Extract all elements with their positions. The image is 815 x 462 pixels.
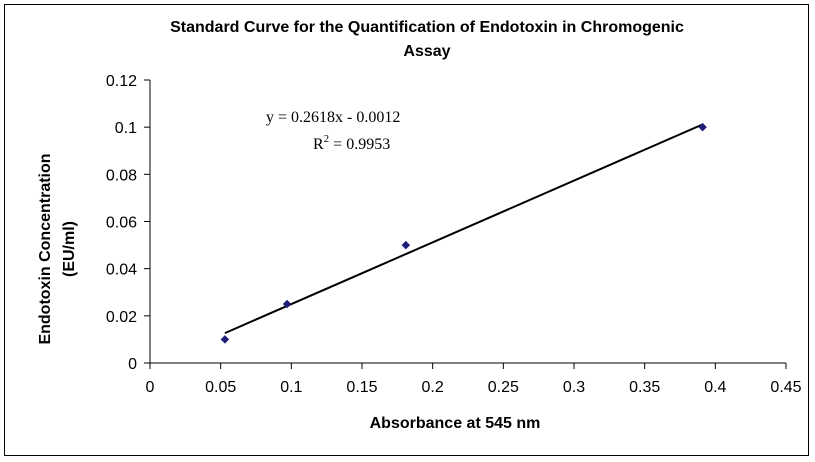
y-tick-label: 0.1 — [115, 120, 137, 137]
trendline-r2: R2 = 0.9953 — [313, 133, 390, 153]
x-tick-label: 0.4 — [704, 379, 726, 396]
y-tick-label: 0.08 — [106, 167, 137, 184]
x-tick-label: 0.3 — [563, 379, 585, 396]
y-tick-label: 0 — [128, 356, 137, 373]
x-axis-title: Absorbance at 545 nm — [370, 415, 541, 432]
x-tick-label: 0.1 — [280, 379, 302, 396]
chart-frame — [4, 4, 809, 456]
data-points — [220, 122, 707, 344]
chart-title-line-1: Standard Curve for the Quantification of… — [170, 19, 684, 36]
trendline-group — [224, 123, 704, 335]
y-tick-label: 0.02 — [106, 309, 137, 326]
x-ticks: 0 0.05 0.1 0.15 0.2 0.25 0.3 0.35 0.4 0.45 — [146, 363, 802, 396]
y-axis-title-line-1: Endotoxin Concentration — [37, 153, 54, 344]
x-tick-label: 0.35 — [629, 379, 660, 396]
trendline-equation: y = 0.2618x - 0.0012 — [266, 109, 400, 126]
x-tick-label: 0.15 — [346, 379, 377, 396]
x-tick-label: 0.2 — [422, 379, 444, 396]
r2-superscript: 2 — [324, 133, 330, 145]
x-tick-label: 0.25 — [488, 379, 519, 396]
r2-label: R — [313, 136, 324, 153]
chart-title-line-2: Assay — [403, 43, 450, 60]
data-point — [698, 122, 707, 132]
x-tick-label: 0.45 — [770, 379, 801, 396]
trendline — [224, 123, 704, 335]
y-axis-title-line-2: (EU/ml) — [61, 221, 78, 277]
data-point — [220, 335, 230, 344]
r2-value: = 0.9953 — [329, 136, 390, 153]
y-axis-title: Endotoxin Concentration (EU/ml) — [37, 153, 78, 344]
y-tick-label: 0.12 — [106, 73, 137, 90]
y-ticks: 0 0.02 0.04 0.06 0.08 0.1 0.12 — [106, 73, 150, 373]
x-tick-label: 0.05 — [205, 379, 236, 396]
y-tick-label: 0.06 — [106, 215, 137, 232]
data-point — [282, 299, 292, 309]
y-tick-label: 0.04 — [106, 262, 137, 279]
x-tick-label: 0 — [146, 379, 155, 396]
data-point — [401, 240, 411, 250]
